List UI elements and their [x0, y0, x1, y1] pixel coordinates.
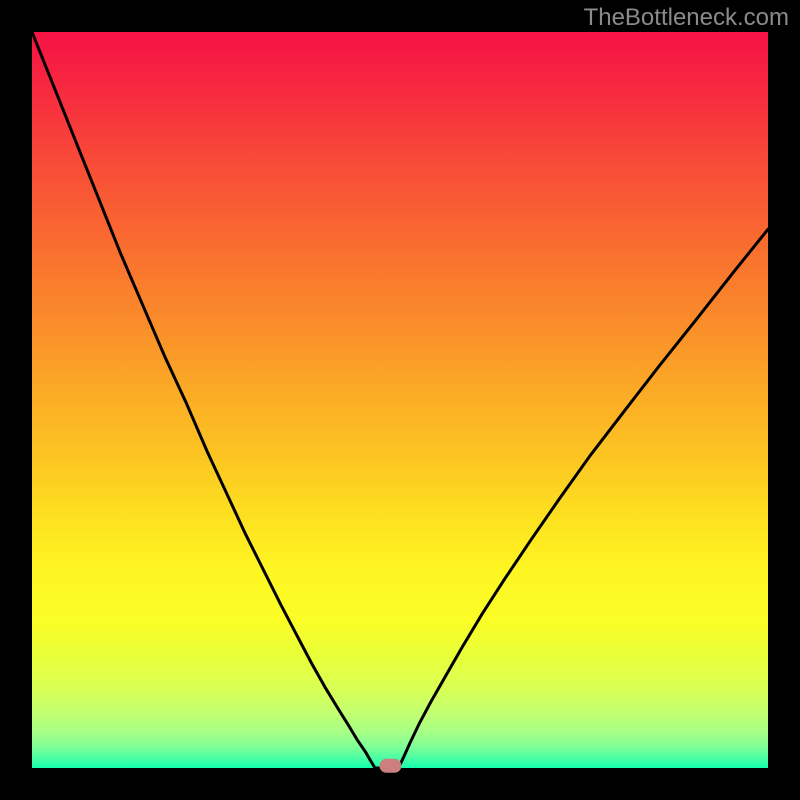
watermark-text: TheBottleneck.com	[584, 4, 789, 31]
valley-marker	[379, 759, 401, 773]
gradient-plot-area	[32, 32, 768, 768]
bottleneck-chart: TheBottleneck.com	[0, 0, 800, 800]
chart-svg: TheBottleneck.com	[0, 0, 800, 800]
